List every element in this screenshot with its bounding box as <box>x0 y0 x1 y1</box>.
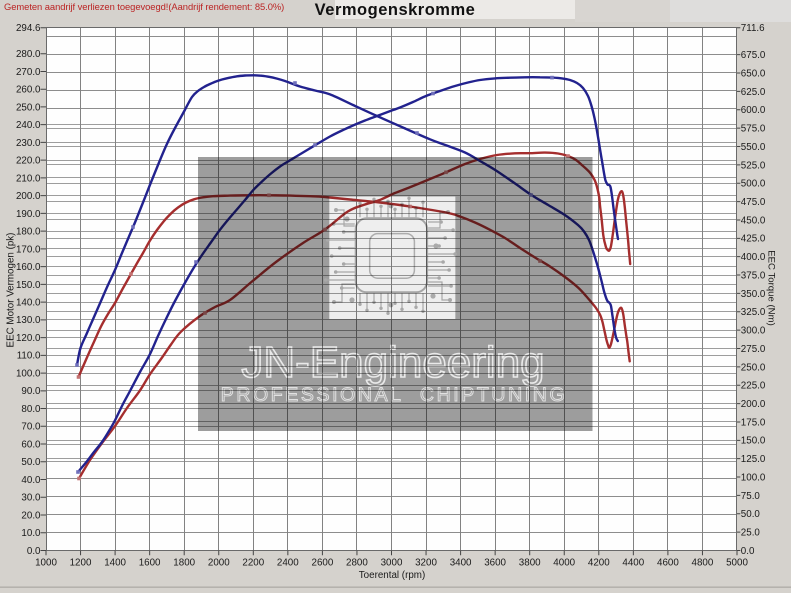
svg-text:1400: 1400 <box>104 558 126 569</box>
svg-text:675.0: 675.0 <box>741 50 766 61</box>
svg-text:625.0: 625.0 <box>741 87 766 98</box>
svg-text:3600: 3600 <box>484 558 506 569</box>
svg-text:600.0: 600.0 <box>741 105 766 116</box>
svg-text:70.0: 70.0 <box>21 422 41 433</box>
svg-text:450.0: 450.0 <box>741 215 766 226</box>
svg-text:4800: 4800 <box>692 558 714 569</box>
svg-text:20.0: 20.0 <box>21 510 41 521</box>
svg-text:1200: 1200 <box>70 558 92 569</box>
svg-text:4200: 4200 <box>588 558 610 569</box>
svg-text:294.6: 294.6 <box>16 23 41 34</box>
svg-text:3400: 3400 <box>450 558 472 569</box>
svg-text:EEC Torque (Nm): EEC Torque (Nm) <box>766 250 777 326</box>
svg-text:525.0: 525.0 <box>741 160 766 171</box>
svg-text:75.0: 75.0 <box>741 491 761 502</box>
svg-text:80.0: 80.0 <box>21 404 41 415</box>
svg-text:260.0: 260.0 <box>16 85 41 96</box>
svg-text:400.0: 400.0 <box>741 252 766 263</box>
svg-text:3200: 3200 <box>415 558 437 569</box>
svg-text:300.0: 300.0 <box>741 326 766 337</box>
svg-text:10.0: 10.0 <box>21 528 41 539</box>
svg-text:125.0: 125.0 <box>741 454 766 465</box>
svg-text:5000: 5000 <box>726 558 748 569</box>
svg-text:200.0: 200.0 <box>16 191 41 202</box>
svg-text:180.0: 180.0 <box>16 227 41 238</box>
svg-text:2800: 2800 <box>346 558 368 569</box>
svg-text:JN-Engineering: JN-Engineering <box>241 338 544 387</box>
svg-text:3000: 3000 <box>381 558 403 569</box>
svg-text:170.0: 170.0 <box>16 244 41 255</box>
svg-text:175.0: 175.0 <box>741 417 766 428</box>
svg-text:100.0: 100.0 <box>741 472 766 483</box>
svg-text:1000: 1000 <box>35 558 57 569</box>
svg-text:150.0: 150.0 <box>741 436 766 447</box>
svg-text:4400: 4400 <box>622 558 644 569</box>
svg-text:210.0: 210.0 <box>16 173 41 184</box>
svg-text:4600: 4600 <box>657 558 679 569</box>
svg-text:120.0: 120.0 <box>16 333 41 344</box>
svg-text:275.0: 275.0 <box>741 344 766 355</box>
svg-text:1600: 1600 <box>139 558 161 569</box>
svg-text:130.0: 130.0 <box>16 315 41 326</box>
svg-text:711.6: 711.6 <box>741 23 765 34</box>
svg-text:2000: 2000 <box>208 558 230 569</box>
svg-text:325.0: 325.0 <box>741 307 766 318</box>
svg-text:EEC Motor Vermogen (pk): EEC Motor Vermogen (pk) <box>6 233 17 348</box>
svg-text:160.0: 160.0 <box>16 262 41 273</box>
svg-text:PROFESSIONAL CHIPTUNING: PROFESSIONAL CHIPTUNING <box>221 384 568 406</box>
svg-text:250.0: 250.0 <box>741 362 766 373</box>
svg-text:Toerental (rpm): Toerental (rpm) <box>359 570 425 581</box>
svg-text:Vermogenskromme: Vermogenskromme <box>315 1 476 19</box>
svg-text:4000: 4000 <box>553 558 575 569</box>
svg-text:100.0: 100.0 <box>16 369 41 380</box>
svg-text:230.0: 230.0 <box>16 138 41 149</box>
svg-text:0.0: 0.0 <box>27 546 41 557</box>
svg-text:225.0: 225.0 <box>741 381 766 392</box>
svg-text:650.0: 650.0 <box>741 68 766 79</box>
svg-text:90.0: 90.0 <box>21 386 41 397</box>
svg-text:150.0: 150.0 <box>16 280 41 291</box>
svg-text:220.0: 220.0 <box>16 156 41 167</box>
svg-text:240.0: 240.0 <box>16 120 41 131</box>
svg-text:50.0: 50.0 <box>21 457 41 468</box>
svg-text:270.0: 270.0 <box>16 67 41 78</box>
svg-text:190.0: 190.0 <box>16 209 41 220</box>
svg-text:25.0: 25.0 <box>741 528 761 539</box>
svg-text:350.0: 350.0 <box>741 289 766 300</box>
svg-text:140.0: 140.0 <box>16 298 41 309</box>
svg-text:30.0: 30.0 <box>21 493 41 504</box>
svg-text:60.0: 60.0 <box>21 439 41 450</box>
svg-text:575.0: 575.0 <box>741 124 766 135</box>
svg-text:375.0: 375.0 <box>741 270 766 281</box>
svg-text:3800: 3800 <box>519 558 541 569</box>
svg-text:1800: 1800 <box>173 558 195 569</box>
svg-text:50.0: 50.0 <box>741 509 761 520</box>
svg-text:110.0: 110.0 <box>17 351 41 362</box>
svg-text:40.0: 40.0 <box>21 475 41 486</box>
svg-text:2600: 2600 <box>312 558 334 569</box>
svg-text:2400: 2400 <box>277 558 299 569</box>
svg-text:250.0: 250.0 <box>16 102 41 113</box>
svg-text:500.0: 500.0 <box>741 179 766 190</box>
svg-text:Gemeten aandrijf verliezen toe: Gemeten aandrijf verliezen toegevoegd!(A… <box>4 1 284 12</box>
svg-text:0.0: 0.0 <box>741 546 755 557</box>
svg-text:425.0: 425.0 <box>741 234 766 245</box>
svg-text:550.0: 550.0 <box>741 142 766 153</box>
svg-text:2200: 2200 <box>242 558 264 569</box>
svg-text:475.0: 475.0 <box>741 197 766 208</box>
svg-text:200.0: 200.0 <box>741 399 766 410</box>
svg-text:280.0: 280.0 <box>16 49 41 60</box>
